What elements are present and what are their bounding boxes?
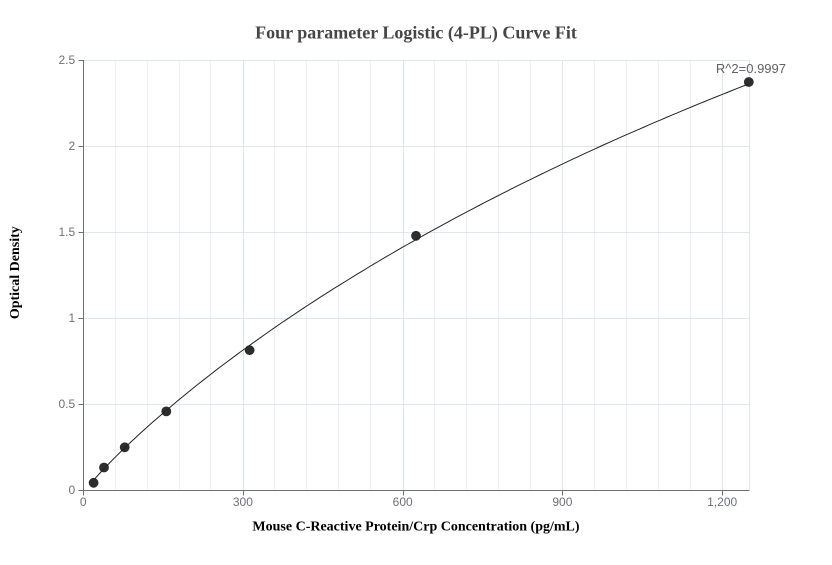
svg-text:1,200: 1,200 [707, 495, 737, 509]
svg-text:2: 2 [69, 139, 76, 153]
svg-text:900: 900 [552, 495, 572, 509]
svg-text:1.5: 1.5 [59, 225, 76, 239]
svg-text:Mouse C-Reactive Protein/Crp C: Mouse C-Reactive Protein/Crp Concentrati… [252, 520, 579, 535]
svg-text:Four parameter Logistic (4-PL): Four parameter Logistic (4-PL) Curve Fit [255, 22, 577, 43]
svg-text:1: 1 [69, 311, 76, 325]
svg-text:Optical Density: Optical Density [8, 226, 23, 319]
svg-text:0: 0 [80, 495, 87, 509]
svg-text:300: 300 [233, 495, 253, 509]
svg-text:R^2=0.9997: R^2=0.9997 [716, 61, 786, 76]
svg-text:0.5: 0.5 [59, 397, 76, 411]
svg-text:0: 0 [69, 483, 76, 497]
svg-text:2.5: 2.5 [59, 53, 76, 67]
svg-text:600: 600 [393, 495, 413, 509]
